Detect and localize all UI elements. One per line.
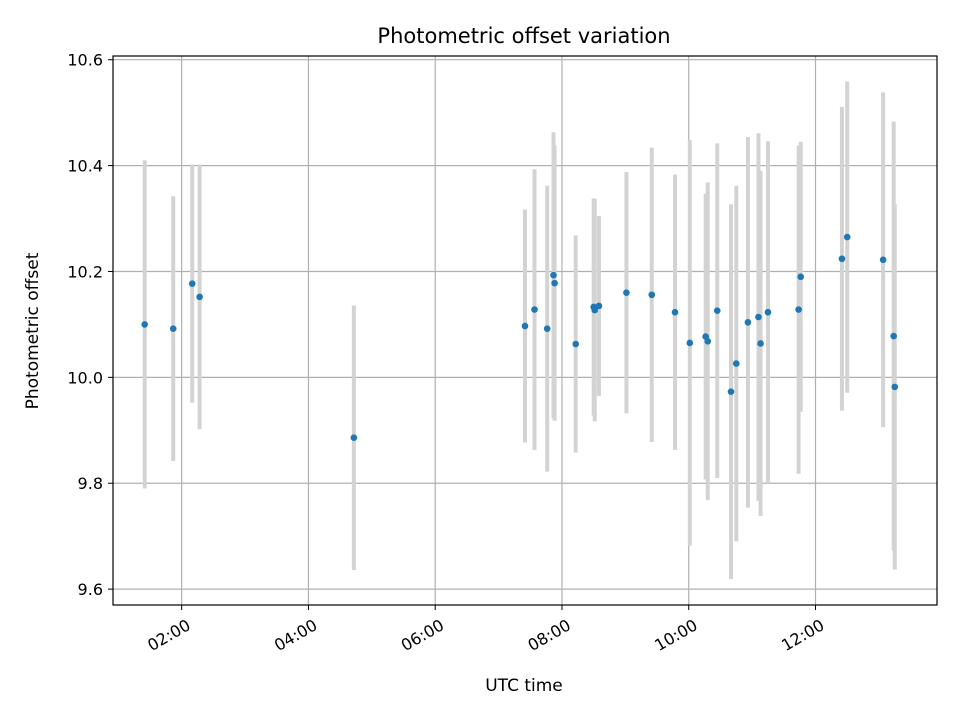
y-axis-label: Photometric offset — [23, 252, 43, 409]
data-point — [843, 233, 851, 241]
x-tick-label: 08:00 — [525, 615, 574, 655]
data-point — [755, 313, 762, 321]
error-bars — [142, 81, 897, 580]
x-tick-label: 12:00 — [778, 615, 827, 655]
y-tick-label: 10.0 — [67, 368, 103, 387]
chart-title: Photometric offset variation — [377, 24, 670, 48]
data-point — [890, 332, 897, 340]
data-point — [713, 307, 721, 314]
data-point — [879, 256, 887, 264]
data-point — [795, 306, 802, 313]
data-point — [891, 383, 899, 391]
plot-frame — [112, 55, 938, 606]
data-point — [757, 340, 764, 347]
data-point — [686, 339, 694, 347]
data-point — [543, 325, 551, 332]
data-points — [141, 233, 899, 442]
y-tick-label: 10.4 — [67, 157, 103, 176]
x-tick-label: 10:00 — [651, 615, 700, 655]
data-point — [595, 302, 603, 310]
x-axis-label: UTC time — [485, 676, 563, 696]
data-point — [521, 322, 529, 330]
data-point — [704, 338, 712, 345]
data-point — [350, 434, 358, 442]
data-point — [188, 280, 196, 287]
data-point — [838, 255, 846, 263]
data-point — [671, 308, 679, 316]
x-tick-label: 04:00 — [271, 615, 320, 655]
x-axis: 02:00 04:00 06:00 08:00 10:00 12:00 — [144, 605, 828, 655]
data-point — [141, 321, 148, 328]
data-point — [591, 306, 599, 314]
data-point — [648, 291, 656, 299]
y-axis: 9.6 9.8 10.0 10.2 10.4 10.6 — [67, 51, 113, 599]
data-point — [744, 318, 752, 326]
data-point — [797, 273, 805, 281]
data-point — [550, 271, 557, 279]
y-tick-label: 10.6 — [67, 51, 103, 70]
data-point — [732, 360, 740, 367]
y-tick-label: 10.2 — [67, 262, 103, 281]
data-point — [196, 293, 203, 301]
data-point — [551, 279, 558, 287]
y-tick-label: 9.6 — [78, 580, 103, 599]
x-tick-label: 06:00 — [398, 615, 447, 655]
x-tick-label: 02:00 — [144, 615, 193, 655]
data-point — [764, 308, 772, 316]
data-point — [727, 388, 735, 395]
data-point — [572, 340, 580, 348]
data-point — [531, 306, 538, 313]
data-point — [169, 325, 177, 332]
data-point — [623, 289, 630, 296]
y-tick-label: 9.8 — [78, 474, 103, 493]
